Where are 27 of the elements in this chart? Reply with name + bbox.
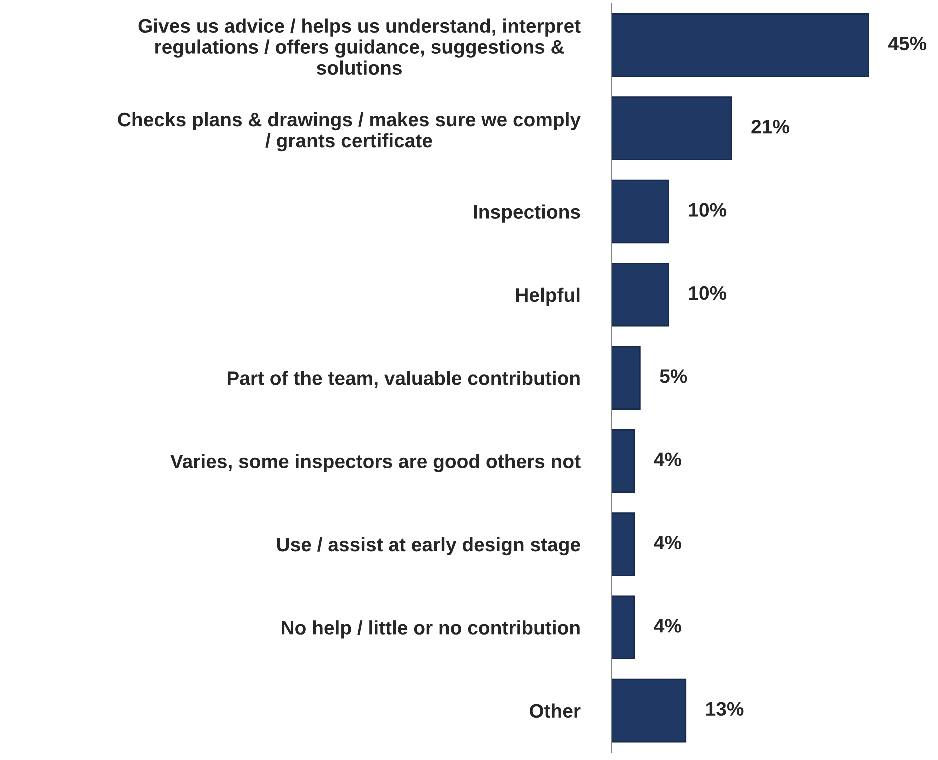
y-tick-label: Helpful: [516, 288, 580, 306]
y-tick-label: Gives us advice / helps us understand, interpret regulations / offers guidance, suggestions & solutions: [138, 18, 581, 76]
bar: [612, 678, 687, 743]
bar: [612, 96, 732, 160]
y-tick-label: Part of the team, valuable contribution: [228, 371, 580, 388]
data-label: 45%: [888, 36, 927, 51]
bar: [612, 346, 641, 410]
data-label: 10%: [689, 203, 727, 217]
data-label: 5%: [660, 370, 688, 384]
data-label: 13%: [706, 702, 744, 716]
y-tick-label: Other: [530, 704, 581, 718]
bar: [612, 14, 870, 78]
data-label: 4%: [654, 619, 682, 633]
data-label: 4%: [654, 536, 682, 550]
y-tick-label: Varies, some inspectors are good others not: [170, 454, 581, 472]
y-tick-label: Inspections: [474, 204, 580, 223]
bar: [612, 429, 636, 494]
bar: [612, 512, 636, 576]
bar: [612, 180, 670, 244]
data-label: 10%: [689, 286, 727, 300]
data-label: 4%: [654, 452, 682, 466]
y-tick-label: No help / little or no contribution: [282, 620, 580, 639]
data-label: 21%: [752, 120, 790, 134]
y-tick-label: Checks plans & drawings / makes sure we comply / grants certificate: [118, 112, 581, 152]
bar: [612, 263, 670, 327]
bar: [612, 596, 636, 660]
y-tick-label: Use / assist at early design stage: [277, 537, 580, 556]
